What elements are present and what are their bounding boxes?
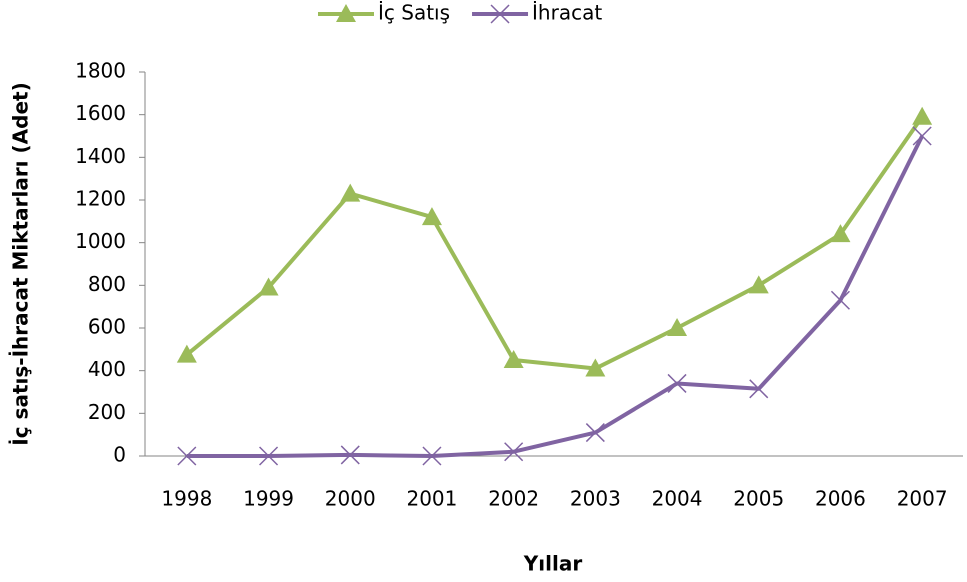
- x-tick-label: 1998: [161, 487, 212, 511]
- x-tick-label: 1999: [243, 487, 294, 511]
- marker: [585, 423, 605, 443]
- legend-label: İhracat: [532, 1, 602, 25]
- marker: [585, 358, 606, 377]
- marker: [830, 290, 850, 310]
- y-tick-label: 800: [88, 272, 126, 296]
- series-line: [185, 115, 924, 371]
- y-tick-label: 1000: [75, 229, 126, 253]
- marker: [421, 207, 442, 226]
- y-tick-label: 1600: [75, 101, 126, 125]
- marker: [749, 379, 769, 399]
- marker: [748, 275, 769, 294]
- y-tick-label: 1400: [75, 144, 126, 168]
- y-tick-label: 1800: [75, 59, 126, 83]
- marker: [504, 442, 524, 462]
- legend-label: İç Satış: [378, 1, 450, 25]
- y-tick-label: 400: [88, 357, 126, 381]
- marker: [422, 446, 442, 466]
- x-tick-label: 2005: [733, 487, 784, 511]
- marker: [259, 446, 279, 466]
- marker: [912, 126, 932, 146]
- x-tick-label: 2003: [570, 487, 621, 511]
- marker: [912, 106, 933, 125]
- marker: [258, 277, 279, 296]
- x-tick-label: 2002: [488, 487, 539, 511]
- x-tick-label: 2006: [815, 487, 866, 511]
- marker: [176, 344, 197, 363]
- x-tick-label: 2000: [325, 487, 376, 511]
- legend-marker: [336, 4, 356, 22]
- x-tick-label: 2004: [652, 487, 703, 511]
- x-tick-label: 2001: [406, 487, 457, 511]
- marker: [340, 183, 361, 202]
- marker: [503, 350, 524, 368]
- y-tick-label: 1200: [75, 187, 126, 211]
- marker: [667, 318, 688, 336]
- x-axis-title: Yıllar: [523, 552, 583, 576]
- legend-marker: [490, 4, 510, 24]
- y-tick-label: 0: [113, 443, 126, 467]
- y-tick-label: 200: [88, 400, 126, 424]
- marker: [177, 446, 197, 466]
- x-tick-label: 2007: [897, 487, 948, 511]
- marker: [830, 224, 851, 243]
- series-line: [186, 135, 924, 458]
- y-tick-label: 600: [88, 315, 126, 339]
- marker: [667, 373, 687, 393]
- y-axis-title: İç satış-İhracat Miktarları (Adet): [9, 82, 33, 445]
- marker: [340, 445, 360, 465]
